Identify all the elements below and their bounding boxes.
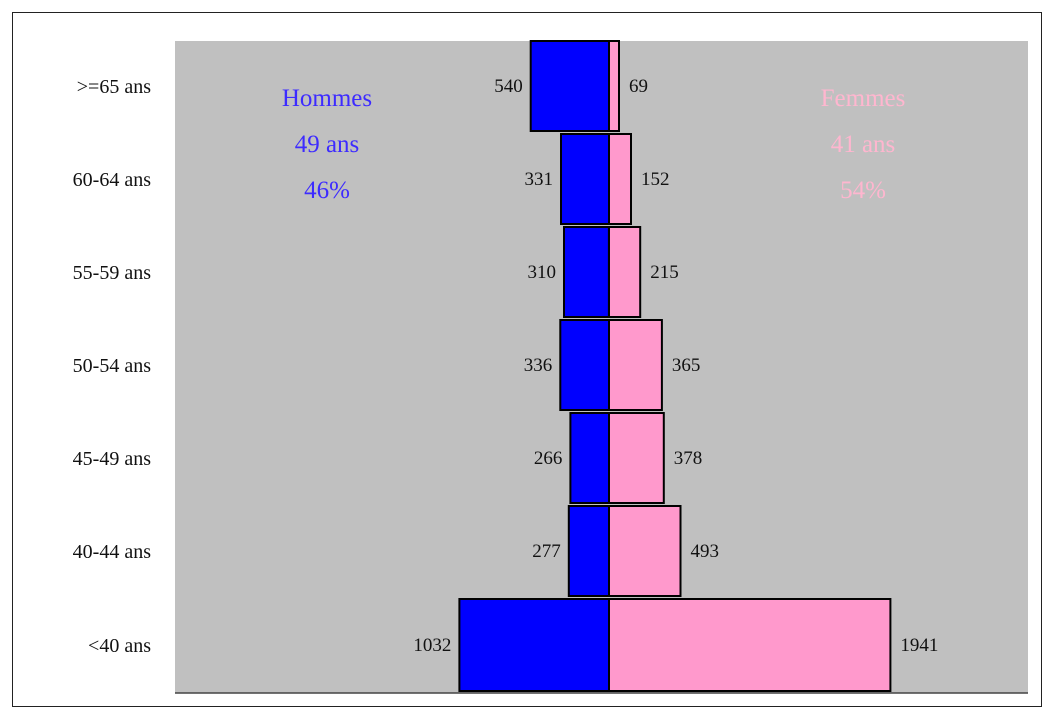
value-label-men: 277: [532, 541, 561, 562]
category-label: 55-59 ans: [73, 262, 152, 284]
value-label-women: 152: [641, 169, 670, 190]
women-annotation-line: Femmes: [821, 85, 906, 112]
bar-women: [608, 319, 663, 411]
category-label: 45-49 ans: [73, 448, 152, 470]
value-label-women: 215: [650, 262, 679, 283]
category-label: 60-64 ans: [73, 169, 152, 191]
value-label-women: 69: [629, 76, 648, 97]
bar-men: [458, 598, 610, 692]
bar-women: [608, 505, 682, 597]
bar-men: [563, 226, 610, 318]
value-labels-group: 540 69 331 152 310 215 336 365 266 378 277 493 1032 1…: [413, 76, 938, 656]
bar-women: [608, 133, 632, 225]
category-label: 50-54 ans: [73, 355, 152, 377]
men-annotation-line: 49 ans: [295, 131, 360, 158]
value-label-women: 365: [672, 355, 701, 376]
value-label-women: 378: [674, 448, 703, 469]
value-label-men: 310: [528, 262, 557, 283]
bar-women: [608, 412, 665, 504]
bar-men: [569, 412, 611, 504]
bar-women: [608, 226, 642, 318]
bar-men: [529, 40, 611, 132]
value-label-men: 1032: [413, 635, 451, 656]
bars-group: [458, 40, 892, 692]
bar-men: [559, 319, 610, 411]
category-label: <40 ans: [88, 635, 151, 657]
women-annotation-line: 41 ans: [831, 131, 896, 158]
value-label-women: 493: [691, 541, 720, 562]
women-annotation-line: 54%: [840, 177, 886, 204]
category-label: >=65 ans: [77, 76, 151, 98]
value-label-men: 266: [534, 448, 563, 469]
category-label: 40-44 ans: [73, 541, 152, 563]
women-annotation: Femmes 41 ans 54%: [821, 85, 906, 204]
men-annotation-line: 46%: [304, 177, 350, 204]
chart-frame: Hommes 49 ans 46% Femmes 41 ans 54% >=65…: [12, 12, 1042, 707]
men-annotation-line: Hommes: [282, 85, 372, 112]
men-annotation: Hommes 49 ans 46%: [282, 85, 372, 204]
bar-men: [560, 133, 610, 225]
bar-women: [608, 598, 892, 692]
bar-men: [567, 505, 610, 597]
population-pyramid-chart: Hommes 49 ans 46% Femmes 41 ans 54% >=65…: [73, 40, 1028, 694]
value-label-women: 1941: [900, 635, 938, 656]
value-label-men: 331: [525, 169, 554, 190]
value-label-men: 540: [494, 76, 523, 97]
bar-women: [608, 40, 620, 132]
category-labels-group: >=65 ans 60-64 ans 55-59 ans 50-54 ans 45-49…: [73, 76, 152, 657]
value-label-men: 336: [524, 355, 553, 376]
